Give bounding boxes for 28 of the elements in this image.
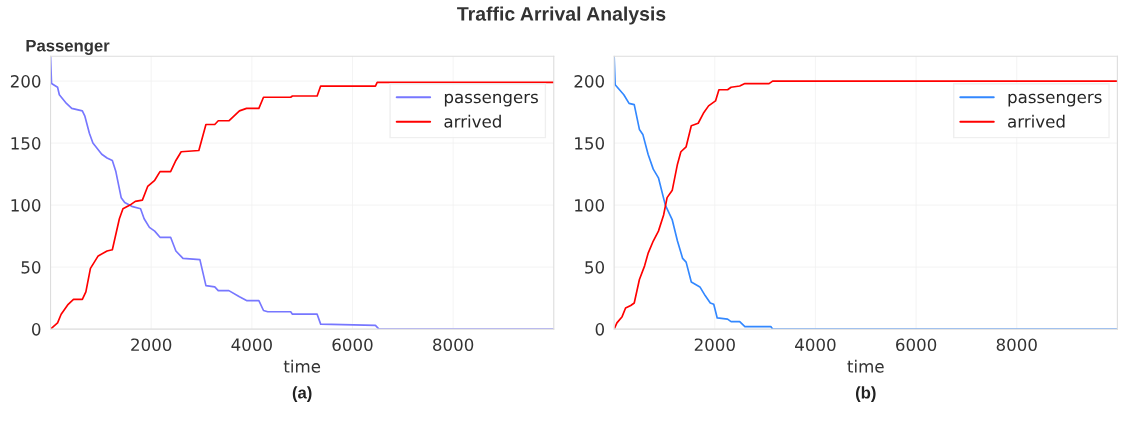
legend-label: passengers	[444, 93, 538, 107]
y-tick-label: 200	[574, 75, 605, 88]
text: (a)	[292, 386, 312, 402]
x-tick-label: 4000	[795, 338, 836, 352]
legend-label: arrived	[444, 114, 501, 128]
y-tick-label: 0	[595, 323, 605, 336]
legend-label: passengers	[1008, 93, 1102, 107]
x-tick-label: 6000	[896, 338, 937, 352]
y-tick-label: 100	[575, 199, 605, 212]
y-tick-label: 0	[32, 323, 41, 336]
y-axis-title: Passenger	[26, 39, 110, 55]
legend-label: arrived	[1008, 114, 1065, 128]
y-tick-label: 100	[11, 199, 41, 212]
y-tick-label: 150	[11, 137, 41, 150]
x-tick-label: 6000	[332, 338, 373, 352]
x-tick-label: 2000	[694, 338, 735, 352]
y-tick-label: 200	[10, 75, 41, 88]
x-tick-label: 8000	[433, 338, 474, 352]
text: (b)	[855, 386, 876, 402]
y-tick-label: 50	[585, 261, 605, 274]
chart-title: Traffic Arrival Analysis	[457, 6, 666, 25]
x-axis-title: time	[847, 359, 884, 373]
x-tick-label: 2000	[131, 338, 172, 352]
x-tick-label: 4000	[231, 338, 272, 352]
x-tick-label: 8000	[996, 338, 1037, 352]
x-axis-title: time	[283, 359, 321, 373]
y-tick-label: 150	[575, 137, 605, 150]
y-tick-label: 50	[21, 261, 41, 274]
